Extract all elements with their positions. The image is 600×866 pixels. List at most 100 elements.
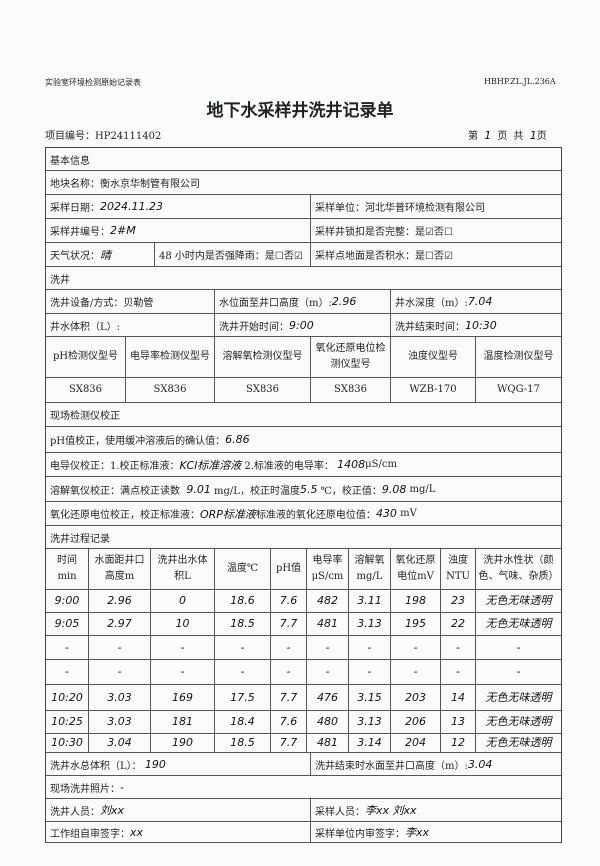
process-cell: - — [46, 636, 89, 659]
well-value: 2#M — [110, 224, 136, 237]
page-count: 第 1 页 共 1页 — [468, 127, 547, 142]
lock-cell: 采样井锁扣是否完整：是☑否☐ — [315, 227, 453, 238]
form-code: HBHP.ZL.JL.236A — [484, 77, 556, 86]
process-header: 时间 min — [46, 549, 89, 589]
ec-label2: 2.标准液的电导率： — [244, 461, 334, 472]
process-cell: - — [516, 665, 521, 678]
instrument-header: pH检测仪型号 — [46, 337, 126, 377]
process-cell: 13 — [441, 711, 476, 733]
process-cell: - — [516, 640, 521, 654]
form-series: 实验室环境检测原始记录表 — [45, 78, 141, 87]
equip-value: 贝勒管 — [123, 298, 154, 309]
do-label2: mg/L，校正时温度 — [214, 485, 300, 497]
process-cell: 无色无味透明 — [485, 617, 552, 630]
review-cell: 采样单位内审签字： 李xx — [311, 822, 561, 842]
page-prefix: 第 — [468, 131, 478, 142]
process-cell: - — [89, 636, 151, 659]
start-label: 洗井开始时间： — [219, 321, 289, 333]
process-cell: 476 — [307, 685, 349, 710]
ec-unit: μS/cm — [365, 459, 397, 470]
process-cell: 9:00 — [46, 590, 89, 612]
process-cell: - — [349, 636, 391, 659]
table-row: ---------- — [46, 660, 561, 685]
well-label: 采样井编号： — [50, 227, 110, 238]
process-cell: - — [307, 636, 349, 659]
instrument-header: 电导率检测仪型号 — [126, 337, 215, 377]
equip-label: 洗井设备/方式： — [50, 298, 124, 309]
process-cell: 195 — [391, 613, 441, 635]
date-label: 采样日期： — [50, 203, 100, 214]
process-cell: 169 — [151, 685, 215, 710]
sampler-cell: 采样人员： 李xx 刘xx — [311, 799, 561, 821]
process-cell: - — [46, 660, 89, 684]
sampler-signature: 李xx 刘xx — [365, 804, 417, 817]
depth-value: 7.04 — [467, 295, 493, 308]
rain-cell: 48 小时内是否强降雨：是☐否☑ — [155, 243, 311, 266]
process-cell: 7.6 — [271, 590, 307, 612]
washer-signature: 刘xx — [100, 804, 125, 817]
date-value: 2024.11.23 — [100, 200, 163, 213]
weather-value: 晴 — [100, 248, 111, 262]
process-cell: 204 — [391, 734, 441, 752]
start-value: 9:00 — [289, 318, 314, 332]
ponding-cell: 采样点地面是否积水：是☐否☑ — [315, 251, 453, 262]
instrument-header: 氧化还原电位检测仪型号 — [311, 337, 391, 377]
ec-label: 电导仪校正：1.校正标准液： — [50, 461, 180, 472]
ec-calib: 电导仪校正：1.校正标准液： KCl标准溶液 2.标准液的电导率： 1408 μS/… — [46, 453, 561, 476]
process-cell: - — [349, 660, 391, 684]
project-number: 项目编号：HP24111402 — [45, 127, 161, 142]
process-cell: 2.96 — [89, 590, 151, 612]
process-cell: 203 — [391, 685, 441, 710]
basic-section: 基本信息 — [50, 155, 90, 167]
process-cell: 3.13 — [349, 613, 391, 635]
process-cell: 14 — [441, 685, 476, 710]
process-header: 电导率 μS/cm — [307, 549, 349, 589]
process-cell: 10:25 — [46, 711, 89, 733]
process-cell: 17.5 — [215, 685, 271, 710]
process-cell: 3.04 — [89, 734, 151, 752]
photo-cell: 现场洗井照片： - — [46, 776, 561, 798]
process-cell: 181 — [151, 711, 215, 733]
photo-label: 现场洗井照片： — [50, 783, 120, 795]
orp-value: 430 — [375, 507, 397, 520]
ph-calib-label: pH值校正，使用缓冲溶液后的确认值： — [50, 436, 226, 447]
sampler-label: 采样人员： — [315, 806, 365, 818]
process-cell: 无色无味透明 — [485, 594, 552, 607]
orp-unit: mV — [400, 508, 417, 519]
equip-cell: 洗井设备/方式： 贝勒管 — [46, 290, 215, 313]
page-suffix: 页 — [536, 131, 547, 142]
instrument-model: SX836 — [46, 378, 126, 402]
process-cell: 18.4 — [215, 711, 271, 733]
process-cell: 无色无味透明 — [485, 715, 552, 728]
selfcheck-cell: 工作组自审签字： xx — [46, 822, 311, 842]
process-cell: 3.15 — [349, 685, 391, 710]
depth-label: 井水深度（m）: — [395, 298, 468, 309]
table-row: 9:05 2.97 10 18.5 7.7 481 3.13 195 22 无色无味透明 — [46, 613, 561, 636]
process-cell: 3.03 — [89, 685, 151, 710]
orp-label2: 标准液的氧化还原电位值： — [255, 510, 376, 521]
process-cell: 18.6 — [215, 590, 271, 612]
end-value: 10:30 — [465, 318, 497, 332]
ec-value: 1408 — [337, 458, 366, 471]
photo-value: - — [120, 780, 124, 794]
project-label: 项目编号： — [45, 131, 95, 142]
date-cell: 采样日期： 2024.11.23 — [46, 195, 311, 218]
depth-cell: 井水深度（m）: 7.04 — [391, 290, 561, 313]
page-total: 1 — [529, 129, 537, 142]
page-title: 地下水采样井洗井记录单 — [206, 101, 394, 121]
review-signature: 李xx — [405, 826, 430, 839]
process-cell: - — [271, 636, 307, 659]
do-unit: mg/L — [409, 483, 436, 495]
process-cell: 3.11 — [349, 590, 391, 612]
record-table: 基本信息 地块名称： 衡水京华制管有限公司 采样日期： 2024.11.23 采样单位… — [45, 147, 562, 843]
site-label: 地块名称： — [50, 179, 100, 190]
table-row: ---------- — [46, 636, 561, 660]
process-cell: 3.14 — [349, 734, 391, 752]
calib-section: 现场检测仪校正 — [50, 411, 120, 422]
volume-cell: 井水体积（L）: — [46, 314, 215, 336]
process-cell: 2.97 — [89, 613, 151, 635]
process-cell: 18.5 — [215, 734, 271, 752]
process-cell: 7.7 — [271, 613, 307, 635]
process-cell: - — [391, 636, 441, 659]
